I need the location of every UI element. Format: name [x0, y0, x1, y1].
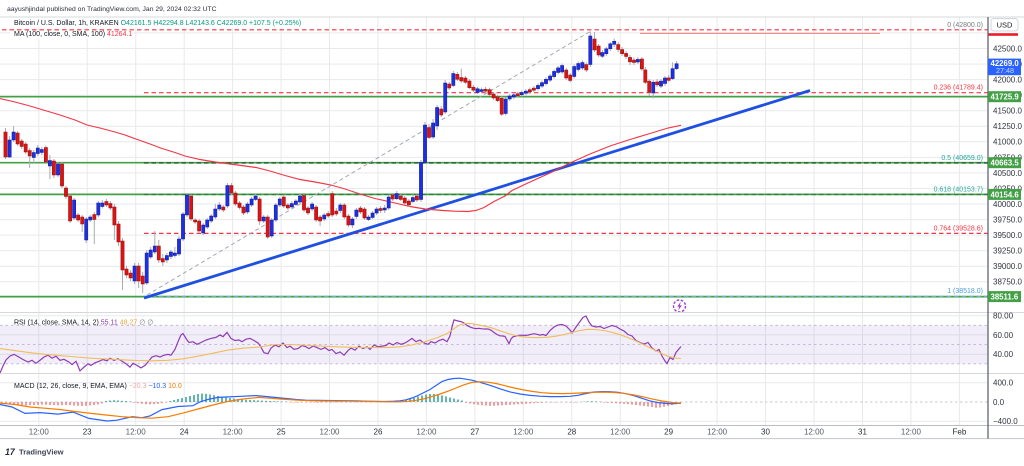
svg-text:27: 27 — [470, 428, 479, 437]
svg-text:31: 31 — [858, 428, 867, 437]
svg-text:Feb: Feb — [953, 428, 967, 437]
svg-text:12:00: 12:00 — [29, 428, 50, 437]
svg-text:1 (38518.0): 1 (38518.0) — [947, 288, 983, 295]
svg-text:40500.0: 40500.0 — [993, 169, 1022, 178]
svg-text:25: 25 — [277, 428, 286, 437]
svg-text:12:00: 12:00 — [610, 428, 631, 437]
svg-text:12:00: 12:00 — [416, 428, 437, 437]
svg-text:−400.0: −400.0 — [993, 417, 1018, 426]
svg-text:40663.5: 40663.5 — [991, 159, 1020, 168]
svg-text:30: 30 — [761, 428, 770, 437]
svg-text:Bitcoin / U.S. Dollar, 1h, KRA: Bitcoin / U.S. Dollar, 1h, KRAKEN O42161… — [14, 20, 301, 27]
svg-text:42500.0: 42500.0 — [993, 44, 1022, 53]
svg-text:MA (100, close, 0, SMA, 100) 4: MA (100, close, 0, SMA, 100) 41264.1 — [14, 31, 132, 38]
svg-text:TradingView: TradingView — [19, 448, 64, 457]
svg-text:17: 17 — [5, 447, 16, 457]
svg-text:0.5 (40659.0): 0.5 (40659.0) — [941, 155, 983, 162]
svg-text:27:48: 27:48 — [996, 66, 1014, 75]
svg-text:60.00: 60.00 — [993, 331, 1014, 340]
svg-text:40000.0: 40000.0 — [993, 200, 1022, 209]
svg-text:39000.0: 39000.0 — [993, 262, 1022, 271]
svg-text:12:00: 12:00 — [126, 428, 147, 437]
svg-text:12:00: 12:00 — [513, 428, 534, 437]
svg-text:41000.0: 41000.0 — [993, 138, 1022, 147]
svg-text:aayushjindal published on Trad: aayushjindal published on TradingView.co… — [7, 6, 217, 13]
svg-text:39750.0: 39750.0 — [993, 216, 1022, 225]
svg-text:12:00: 12:00 — [804, 428, 825, 437]
svg-text:0.764 (39528.6): 0.764 (39528.6) — [934, 225, 983, 232]
svg-text:39500.0: 39500.0 — [993, 231, 1022, 240]
svg-text:12:00: 12:00 — [901, 428, 922, 437]
svg-text:0.236 (41789.4): 0.236 (41789.4) — [934, 85, 983, 92]
svg-text:26: 26 — [374, 428, 383, 437]
svg-text:0 (42800.0): 0 (42800.0) — [947, 22, 983, 29]
svg-text:42000.0: 42000.0 — [993, 76, 1022, 85]
svg-text:RSI (14, close, SMA, 14, 2) 55: RSI (14, close, SMA, 14, 2) 55.11 48.27 … — [14, 320, 153, 327]
svg-text:28: 28 — [567, 428, 576, 437]
svg-text:41725.9: 41725.9 — [991, 93, 1020, 102]
svg-text:24: 24 — [180, 428, 189, 437]
svg-text:38750.0: 38750.0 — [993, 278, 1022, 287]
svg-text:40154.6: 40154.6 — [991, 190, 1020, 199]
svg-text:0.618 (40153.7): 0.618 (40153.7) — [934, 187, 983, 194]
svg-text:80.00: 80.00 — [993, 312, 1014, 321]
svg-text:12:00: 12:00 — [223, 428, 244, 437]
svg-text:39250.0: 39250.0 — [993, 247, 1022, 256]
svg-text:12:00: 12:00 — [707, 428, 728, 437]
svg-text:38511.6: 38511.6 — [991, 293, 1019, 302]
svg-text:23: 23 — [83, 428, 92, 437]
svg-text:MACD (12, 26, close, 9, EMA, E: MACD (12, 26, close, 9, EMA, EMA) −20.3 … — [14, 383, 182, 390]
svg-text:40.00: 40.00 — [993, 350, 1014, 359]
svg-text:400.0: 400.0 — [993, 379, 1014, 388]
svg-text:41250.0: 41250.0 — [993, 122, 1022, 131]
svg-text:41500.0: 41500.0 — [993, 107, 1022, 116]
svg-text:29: 29 — [664, 428, 673, 437]
svg-text:USD: USD — [997, 21, 1013, 30]
svg-text:12:00: 12:00 — [319, 428, 340, 437]
svg-text:0.0: 0.0 — [993, 398, 1005, 407]
